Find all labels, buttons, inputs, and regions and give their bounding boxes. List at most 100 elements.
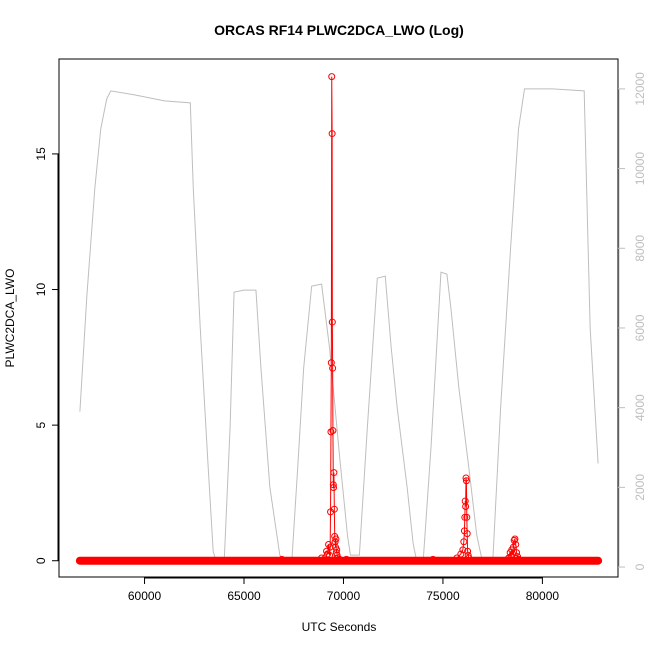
y-tick-label: 0 — [34, 557, 48, 564]
lwc-baseline-point — [394, 557, 402, 565]
lwc-baseline-point — [391, 557, 399, 565]
lwc-baseline-point — [270, 557, 278, 565]
lwc-baseline-point — [291, 557, 299, 565]
lwc-baseline-point — [547, 557, 555, 565]
lwc-baseline-point — [91, 557, 99, 565]
lwc-point — [462, 474, 470, 482]
plot-frame — [58, 58, 619, 578]
lwc-point — [342, 555, 350, 563]
lwc-baseline-point — [107, 557, 115, 565]
lwc-baseline-point — [353, 557, 361, 565]
lwc-baseline-point — [311, 557, 319, 565]
lwc-baseline-point — [438, 557, 446, 565]
lwc-baseline-point — [86, 557, 94, 565]
lwc-baseline-point — [247, 557, 255, 565]
lwc-baseline-point — [539, 557, 547, 565]
lwc-point — [327, 428, 335, 436]
lwc-baseline-point — [518, 557, 526, 565]
lwc-point — [465, 554, 473, 562]
lwc-baseline-point — [265, 557, 273, 565]
lwc-baseline-point — [89, 557, 97, 565]
lwc-baseline-point — [169, 557, 177, 565]
lwc-point — [328, 318, 336, 326]
lwc-point — [330, 469, 338, 477]
lwc-baseline-point — [138, 557, 146, 565]
altitude-series — [79, 88, 599, 564]
lwc-baseline-point — [516, 557, 524, 565]
lwc-point — [462, 477, 470, 485]
lwc-line — [281, 76, 520, 560]
lwc-baseline-point — [368, 557, 376, 565]
y-tick-label: 15 — [34, 147, 48, 161]
lwc-baseline-point — [241, 557, 249, 565]
lwc-baseline-point — [182, 557, 190, 565]
y-tick-label: 5 — [34, 421, 48, 428]
lwc-point — [318, 554, 326, 562]
lwc-point — [513, 549, 521, 557]
x-tick-label: 80000 — [526, 589, 560, 603]
x-tick-label: 60000 — [128, 589, 162, 603]
lwc-baseline-point — [122, 557, 130, 565]
lwc-point — [326, 551, 334, 559]
lwc-point — [334, 554, 342, 562]
lwc-point — [464, 551, 472, 559]
lwc-baseline-point — [185, 557, 193, 565]
lwc-point — [328, 73, 336, 81]
lwc-baseline-point — [526, 557, 534, 565]
lwc-baseline-point — [578, 557, 586, 565]
lwc-point — [464, 547, 472, 555]
axis-ticks: 60000 65000 70000 75000 80000 0 5 10 15 0 2000 4000… — [34, 72, 647, 603]
lwc-baseline-point — [446, 557, 454, 565]
lwc-baseline-point — [234, 557, 242, 565]
lwc-baseline-point — [177, 557, 185, 565]
lwc-baseline-point — [417, 557, 425, 565]
lwc-baseline-point — [557, 557, 565, 565]
lwc-baseline-point — [384, 557, 392, 565]
lwc-point — [461, 513, 469, 521]
lwc-baseline-point — [231, 557, 239, 565]
lwc-point — [463, 513, 471, 521]
lwc-point — [515, 555, 523, 563]
lwc-baseline-point — [358, 557, 366, 565]
lwc-point — [460, 538, 468, 546]
lwc-baseline-point — [386, 557, 394, 565]
lwc-baseline-point — [151, 557, 159, 565]
lwc-point — [512, 540, 520, 548]
lwc-point — [332, 535, 340, 543]
lwc-point — [457, 550, 465, 558]
lwc-baseline-point — [430, 557, 438, 565]
lwc-baseline-point — [285, 557, 293, 565]
lwc-baseline-point — [174, 557, 182, 565]
lwc-baseline-point — [239, 557, 247, 565]
lwc-baseline-point — [378, 557, 386, 565]
lwc-baseline-point — [415, 557, 423, 565]
lwc-baseline-point — [360, 557, 368, 565]
lwc-point — [462, 502, 470, 510]
y2-tick-label: 12000 — [633, 72, 647, 106]
x-tick-label: 70000 — [327, 589, 361, 603]
lwc-baseline-point — [146, 557, 154, 565]
lwc-baseline-point — [407, 557, 415, 565]
lwc-point — [278, 555, 286, 563]
y2-tick-label: 2000 — [633, 474, 647, 501]
x-tick-label: 75000 — [426, 589, 460, 603]
lwc-baseline-point — [110, 557, 118, 565]
lwc-baseline-point — [363, 557, 371, 565]
lwc-baseline-point — [205, 557, 213, 565]
lwc-baseline-point — [536, 557, 544, 565]
lwc-baseline-point — [192, 557, 200, 565]
lwc-baseline-point — [588, 557, 596, 565]
lwc-series — [75, 73, 603, 565]
lwc-baseline-point — [210, 557, 218, 565]
lwc-baseline-point — [156, 557, 164, 565]
y2-tick-label: 6000 — [633, 314, 647, 341]
lwc-baseline-point — [117, 557, 125, 565]
lwc-baseline-point — [420, 557, 428, 565]
lwc-baseline-point — [128, 557, 136, 565]
lwc-baseline-point — [428, 557, 436, 565]
lwc-baseline-point — [125, 557, 133, 565]
lwc-point — [333, 546, 341, 554]
lwc-baseline-point — [412, 557, 420, 565]
lwc-baseline-point — [190, 557, 198, 565]
lwc-baseline-point — [159, 557, 167, 565]
